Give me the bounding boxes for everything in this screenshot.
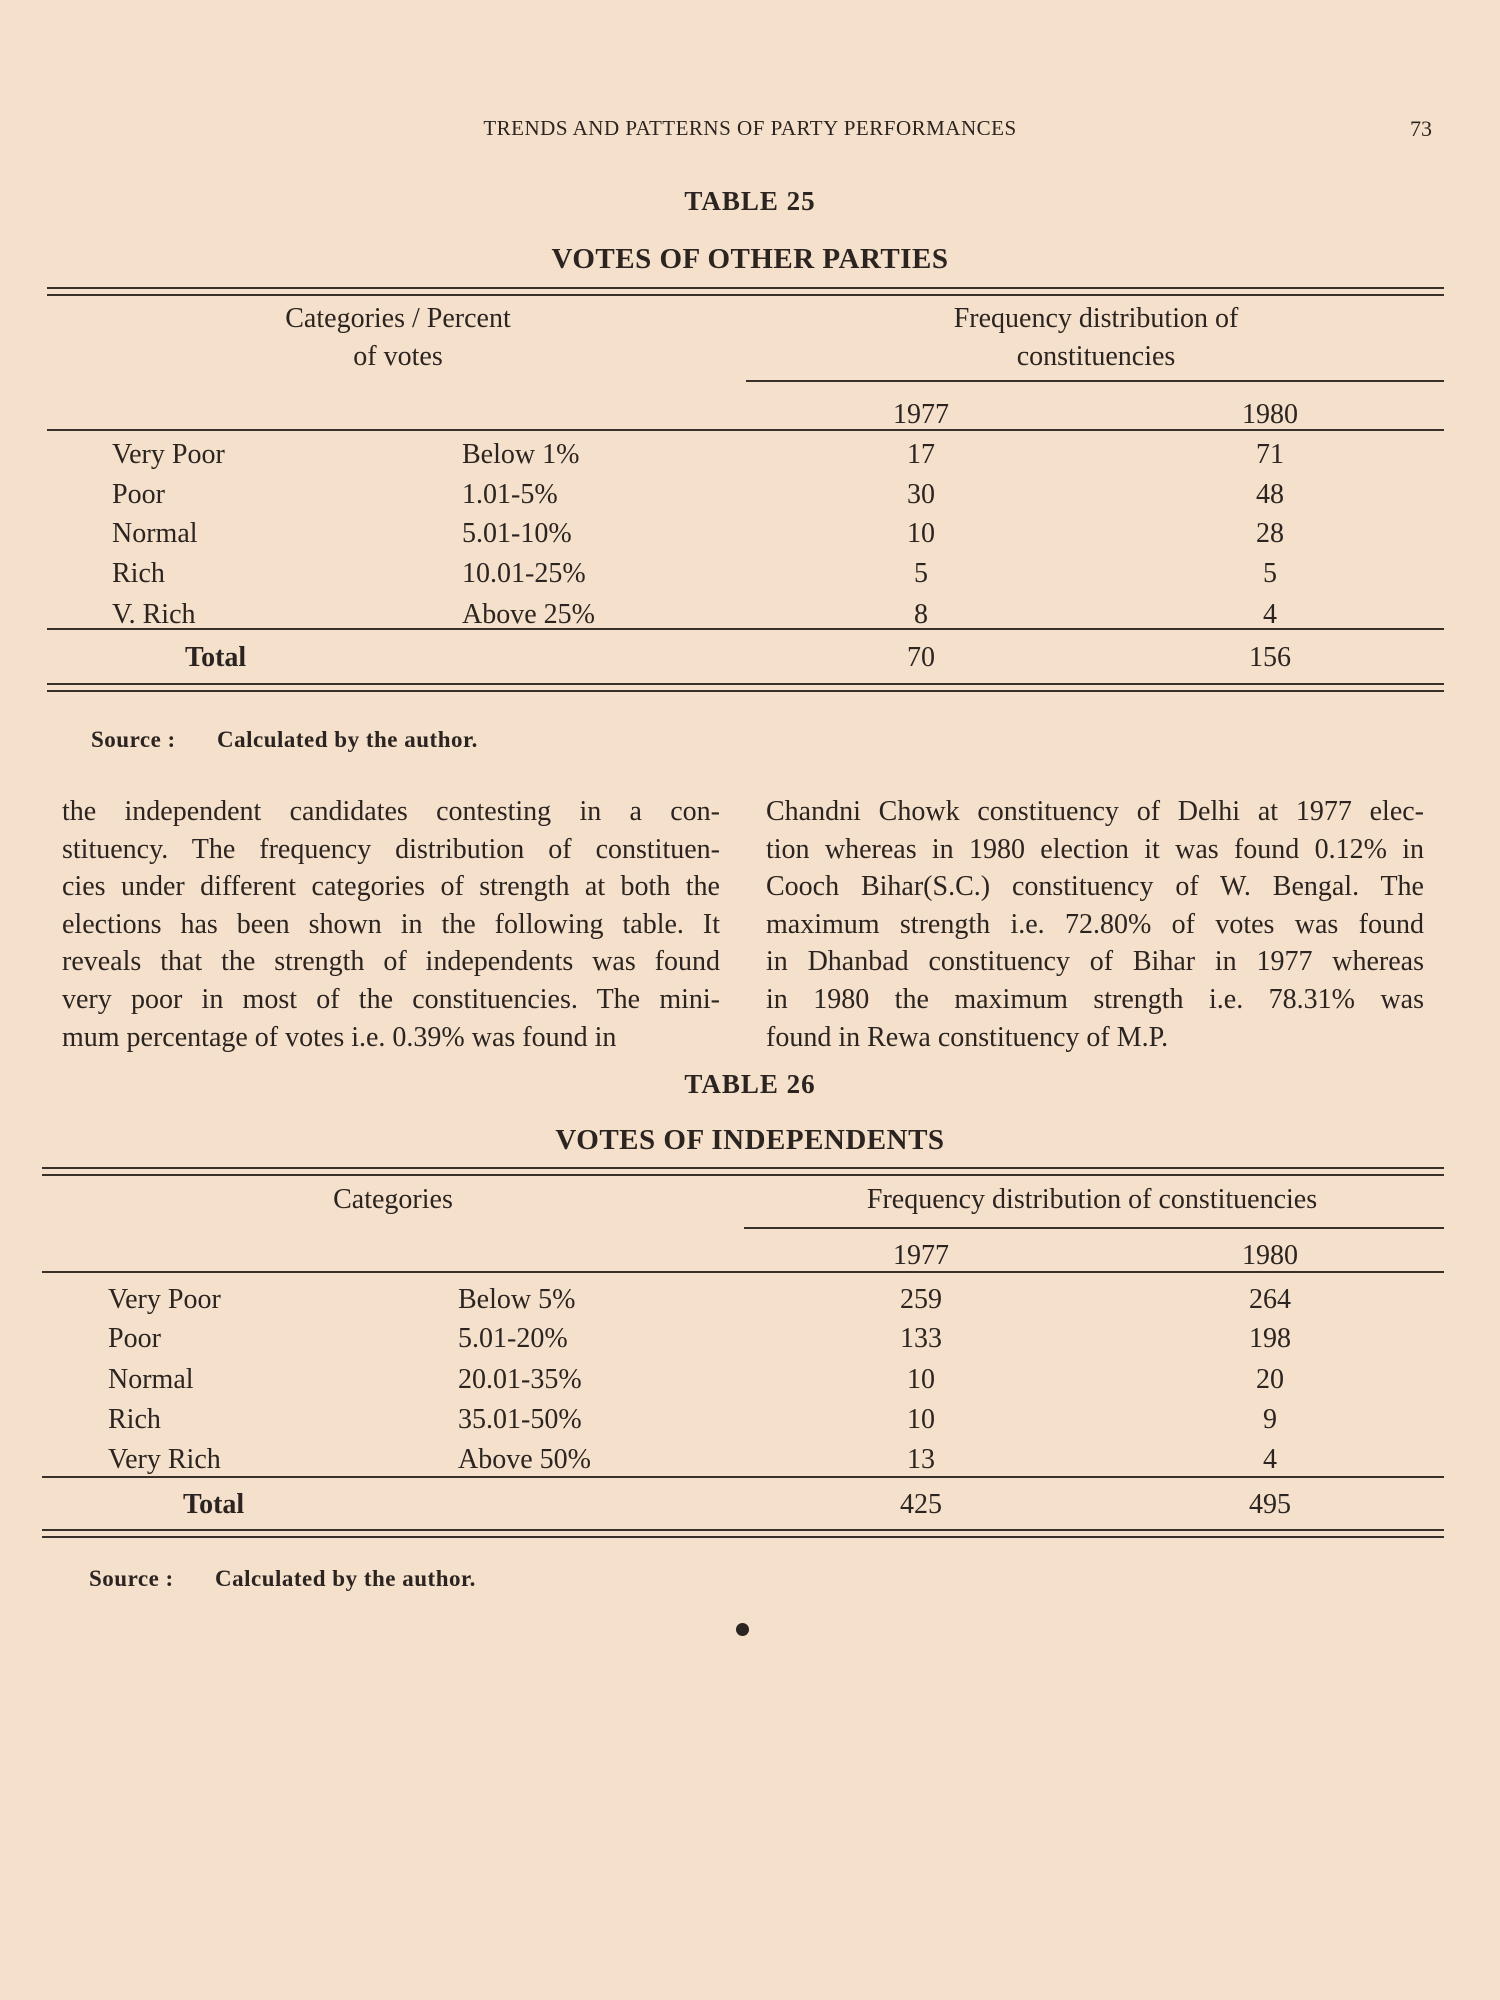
table-number: TABLE 26 — [684, 1069, 816, 1099]
column-header-categories: Categories / Percent — [285, 303, 511, 334]
table-number: TABLE 25 — [684, 186, 816, 216]
top-double-rule — [42, 1167, 1444, 1176]
total-label: Total — [185, 642, 247, 673]
table-title: VOTES OF OTHER PARTIES — [551, 243, 949, 275]
total-1980: 495 — [1249, 1489, 1291, 1520]
row-category: Very Rich — [108, 1444, 221, 1475]
row-value-1980: 71 — [1256, 439, 1284, 470]
row-category: Poor — [108, 1323, 161, 1354]
text-line: in 1980 the maximum strength i.e. 78.31%… — [766, 983, 1424, 1015]
row-range: Below 5% — [458, 1284, 576, 1315]
total-label: Total — [183, 1489, 245, 1520]
text-line: cies under different categories of stren… — [62, 871, 720, 903]
row-value-1977: 133 — [900, 1323, 942, 1354]
column-header-categories: Categories — [333, 1184, 453, 1215]
bottom-double-rule — [42, 1529, 1444, 1538]
row-range: 10.01-25% — [462, 558, 586, 589]
column-header-frequency: Frequency distribution of — [953, 303, 1239, 334]
top-double-rule — [47, 287, 1444, 296]
row-value-1977: 259 — [900, 1284, 942, 1315]
row-range: 5.01-10% — [462, 518, 572, 549]
row-range: Below 1% — [462, 439, 580, 470]
row-value-1977: 17 — [907, 439, 935, 470]
text-line: very poor in most of the constituencies.… — [62, 983, 720, 1015]
row-value-1980: 4 — [1263, 1444, 1277, 1475]
total-1977: 70 — [907, 642, 935, 673]
row-value-1977: 10 — [907, 1404, 935, 1435]
page-number: 73 — [1410, 116, 1432, 141]
column-header-categories: of votes — [353, 341, 443, 372]
source-label: Source : — [89, 1566, 174, 1591]
text-column-left: the independent candidates contesting in… — [62, 793, 720, 1056]
row-category: Rich — [108, 1404, 161, 1435]
text-line: elections has been shown in the followin… — [62, 908, 720, 940]
row-range: Above 50% — [458, 1444, 591, 1475]
header-rule — [47, 429, 1444, 431]
year-header-1977: 1977 — [893, 1240, 949, 1271]
row-value-1980: 9 — [1263, 1404, 1277, 1435]
row-category: Poor — [112, 479, 165, 510]
row-range: 20.01-35% — [458, 1364, 582, 1395]
text-line: found in Rewa constituency of M.P. — [766, 1021, 1169, 1053]
row-value-1977: 5 — [914, 558, 928, 589]
row-range: 35.01-50% — [458, 1404, 582, 1435]
text-line: Chandni Chowk constituency of Delhi at 1… — [766, 796, 1424, 827]
text-line: Cooch Bihar(S.C.) constituency of W. Ben… — [766, 871, 1424, 903]
header-subrule — [746, 380, 1444, 382]
text-line: tion whereas in 1980 election it was fou… — [766, 833, 1424, 865]
row-value-1980: 28 — [1256, 518, 1284, 549]
year-header-1977: 1977 — [893, 399, 949, 430]
source-text: Calculated by the author. — [217, 727, 478, 752]
row-value-1977: 10 — [907, 1364, 935, 1395]
row-category: V. Rich — [112, 599, 196, 630]
row-range: 1.01-5% — [462, 479, 558, 510]
source-label: Source : — [91, 727, 176, 752]
column-header-frequency: Frequency distribution of constituencies — [866, 1184, 1318, 1215]
row-category: Normal — [108, 1364, 194, 1395]
text-line: reveals that the strength of independent… — [62, 946, 720, 978]
row-value-1980: 48 — [1256, 479, 1284, 510]
year-header-1980: 1980 — [1242, 399, 1298, 430]
row-category: Rich — [112, 558, 165, 589]
row-category: Very Poor — [108, 1284, 221, 1315]
row-category: Normal — [112, 518, 198, 549]
text-line: the independent candidates contesting in… — [62, 796, 720, 827]
row-range: 5.01-20% — [458, 1323, 568, 1354]
header-subrule — [744, 1227, 1444, 1229]
row-value-1980: 198 — [1249, 1323, 1291, 1354]
row-range: Above 25% — [462, 599, 595, 630]
year-header-1980: 1980 — [1242, 1240, 1298, 1271]
row-value-1977: 30 — [907, 479, 935, 510]
header-rule — [42, 1271, 1444, 1273]
text-line: stituency. The frequency distribution of… — [62, 833, 720, 865]
bullet-mark — [736, 1623, 749, 1636]
table-title: VOTES OF INDEPENDENTS — [555, 1124, 945, 1156]
row-value-1977: 10 — [907, 518, 935, 549]
total-rule — [42, 1476, 1444, 1478]
text-line: in Dhanbad constituency of Bihar in 1977… — [766, 946, 1424, 978]
running-header: TRENDS AND PATTERNS OF PARTY PERFORMANCE… — [483, 116, 1017, 140]
row-value-1980: 4 — [1263, 599, 1277, 630]
text-column-right: Chandni Chowk constituency of Delhi at 1… — [766, 793, 1424, 1056]
row-value-1977: 8 — [914, 599, 928, 630]
bottom-double-rule — [47, 683, 1444, 692]
row-value-1980: 264 — [1249, 1284, 1291, 1315]
source-text: Calculated by the author. — [215, 1566, 476, 1591]
row-value-1980: 5 — [1263, 558, 1277, 589]
row-value-1980: 20 — [1256, 1364, 1284, 1395]
total-1977: 425 — [900, 1489, 942, 1520]
row-category: Very Poor — [112, 439, 225, 470]
text-line: maximum strength i.e. 72.80% of votes wa… — [766, 908, 1424, 940]
row-value-1977: 13 — [907, 1444, 935, 1475]
total-rule — [47, 628, 1444, 630]
column-header-frequency: constituencies — [1016, 341, 1176, 372]
total-1980: 156 — [1249, 642, 1291, 673]
text-line: mum percentage of votes i.e. 0.39% was f… — [62, 1021, 617, 1053]
